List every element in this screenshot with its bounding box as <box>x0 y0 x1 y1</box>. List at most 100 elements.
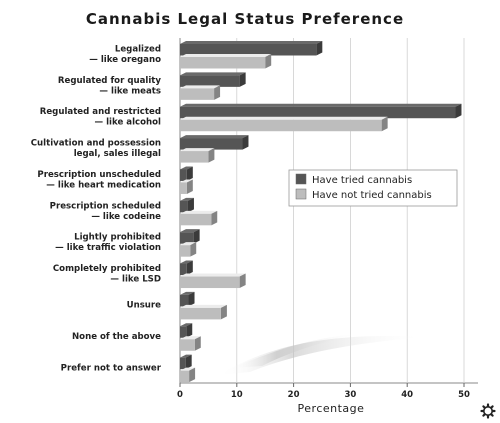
gear-icon <box>480 403 496 419</box>
bar-top-face <box>180 336 201 340</box>
category-label: Prefer not to answer <box>61 363 162 373</box>
legend-label: Have not tried cannabis <box>312 190 432 201</box>
bar <box>180 88 215 100</box>
bar <box>180 307 221 320</box>
bar-side-face <box>455 103 462 119</box>
legend-swatch <box>295 173 307 185</box>
bar-top-face <box>180 210 218 214</box>
bar <box>180 276 240 289</box>
bar-top-face <box>180 54 272 57</box>
x-tick-label: 50 <box>458 390 470 400</box>
chart-title: Cannabis Legal Status Preference <box>86 10 404 28</box>
bar-top-face <box>180 41 323 44</box>
category-label: legal, sales illegal <box>74 149 161 159</box>
category-label: — like LSD <box>110 274 161 284</box>
bar-side-face <box>187 197 194 213</box>
bar <box>180 232 194 244</box>
bar-top-face <box>180 72 246 76</box>
gear-body <box>483 406 493 416</box>
bar-side-face <box>185 354 192 370</box>
bar-top-face <box>180 367 196 371</box>
bar-top-face <box>180 179 193 183</box>
category-label: — like alcohol <box>95 118 162 128</box>
bar-top-face <box>180 135 249 139</box>
bar <box>180 138 243 150</box>
category-label: — like codeine <box>91 212 161 222</box>
legend-swatch <box>295 188 307 200</box>
plot-area: 0 10 20 30 40 50 Legalized— like oregano Regula… <box>31 38 478 400</box>
category-label: Unsure <box>127 301 162 311</box>
bar <box>180 169 187 181</box>
bar <box>180 339 195 351</box>
bar-side-face <box>188 291 195 307</box>
category-label: — like traffic violation <box>55 243 161 253</box>
category-label: Prescription scheduled <box>50 201 161 211</box>
bar <box>180 119 382 132</box>
bar-side-face <box>193 229 200 244</box>
bar <box>180 106 456 119</box>
bar-top-face <box>180 273 246 277</box>
bar-side-face <box>189 367 196 383</box>
bar-side-face <box>208 148 215 163</box>
bar <box>180 370 190 383</box>
bar <box>180 57 266 69</box>
category-label: Cultivation and possession <box>31 139 161 149</box>
bar-side-face <box>186 166 193 181</box>
legend: Have tried cannabis Have not tried cannab… <box>288 169 458 207</box>
smoke-decoration <box>218 335 428 375</box>
bar-top-face <box>180 229 200 233</box>
bar-top-face <box>180 197 194 201</box>
bar-side-face <box>381 116 388 132</box>
bar-side-face <box>194 336 201 351</box>
bar <box>180 245 191 257</box>
bar-side-face <box>220 304 227 320</box>
category-label: None of the above <box>72 332 161 342</box>
bar-top-face <box>180 242 197 246</box>
x-tick-label: 20 <box>288 390 300 400</box>
category-label: — like oregano <box>89 55 161 65</box>
x-tick-label: 10 <box>231 390 243 400</box>
legend-label: Have tried cannabis <box>312 175 412 186</box>
bar-side-face <box>265 54 272 69</box>
bar <box>180 326 187 338</box>
bar-top-face <box>180 304 227 308</box>
category-label: Legalized <box>115 44 161 54</box>
bar-side-face <box>239 72 246 87</box>
bar-side-face <box>186 179 193 194</box>
bar-side-face <box>214 85 221 100</box>
legend-box <box>288 169 458 207</box>
category-label: Prescription unscheduled <box>37 170 161 180</box>
bar-side-face <box>239 273 246 289</box>
bar <box>180 44 317 56</box>
bar-top-face <box>180 148 215 152</box>
bar-top-face <box>180 103 462 107</box>
bar-side-face <box>242 135 249 150</box>
bar <box>180 263 187 276</box>
bar-top-face <box>180 116 388 120</box>
category-label: Regulated for quality <box>58 76 161 86</box>
category-label: Regulated and restricted <box>40 107 161 117</box>
bar-top-face <box>180 260 193 264</box>
category-label: — like heart medication <box>46 180 161 190</box>
bar-side-face <box>186 323 193 338</box>
bar <box>180 213 212 226</box>
bar <box>180 294 189 307</box>
bar-top-face <box>180 291 195 295</box>
bar <box>180 357 186 370</box>
bar-side-face <box>211 210 218 226</box>
bar <box>180 75 240 87</box>
bar <box>180 200 188 213</box>
x-tick-label: 30 <box>344 390 356 400</box>
x-tick-label: 0 <box>177 390 183 400</box>
smoke-decoration <box>232 334 360 368</box>
bar-top-face <box>180 166 193 170</box>
bar-side-face <box>316 41 323 56</box>
bar-top-face <box>180 354 192 358</box>
bar <box>180 182 187 194</box>
bar-top-face <box>180 323 193 327</box>
bar-side-face <box>186 260 193 276</box>
bar-side-face <box>190 242 197 257</box>
x-axis-label: Percentage <box>298 402 365 415</box>
category-label: — like meats <box>99 86 161 96</box>
